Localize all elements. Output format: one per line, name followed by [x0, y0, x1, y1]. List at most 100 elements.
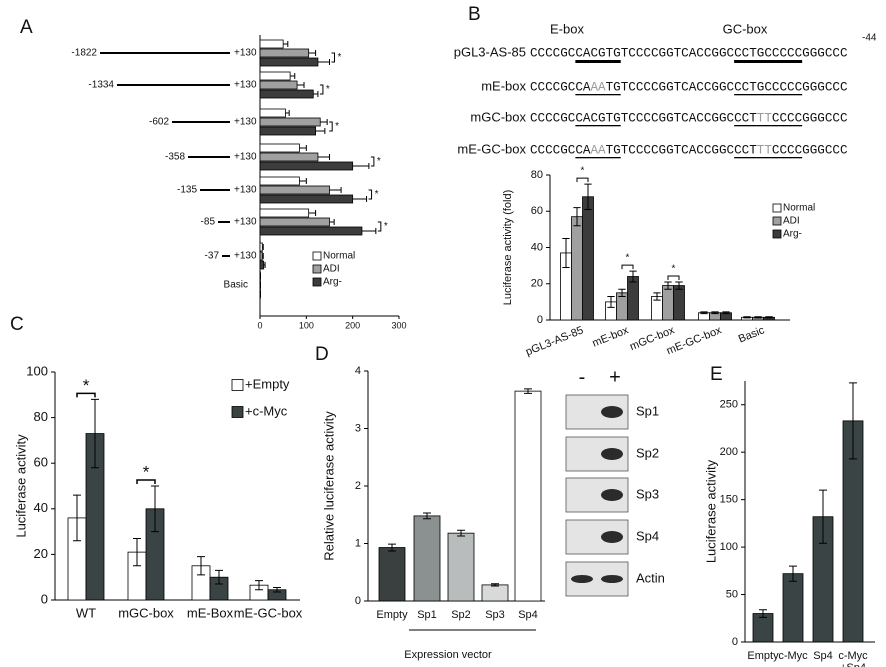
- end-label: +130: [234, 185, 257, 196]
- error-bar: [255, 580, 263, 591]
- y-tick-label: 200: [720, 446, 738, 458]
- x-tick-label: WT: [76, 605, 96, 620]
- sequence-underline: [756, 125, 772, 127]
- sequence-part: CCCC: [772, 143, 803, 157]
- sequence-part: CCT: [734, 111, 757, 125]
- error-bar: [388, 543, 396, 552]
- protein-label: Actin: [636, 570, 665, 585]
- bar: [259, 80, 298, 90]
- x-tick-label: mE-box: [591, 324, 631, 350]
- error-bar: [273, 586, 281, 593]
- sequence-part: CA: [575, 143, 591, 157]
- sequence-underline: [605, 94, 621, 96]
- end-label: +130: [234, 117, 257, 128]
- sequence-name: mE-box: [481, 78, 526, 93]
- y-axis-label: Luciferase activity: [13, 434, 28, 538]
- sequence-part: CCT: [734, 143, 757, 157]
- construct-label: Basic: [224, 280, 248, 291]
- sequence-part: CCCCGC: [530, 46, 576, 60]
- error-bar: [73, 494, 81, 542]
- error-bar: [329, 187, 342, 193]
- sequence-part: CCCCGC: [530, 111, 576, 125]
- significance-label: *: [143, 462, 150, 481]
- sequence-part: CCCCGC: [530, 80, 576, 94]
- blot-band: [571, 575, 593, 583]
- end-label: +130: [234, 48, 257, 59]
- bar: [481, 584, 509, 602]
- legend-label: Arg-: [323, 277, 342, 288]
- sequence-underline: [590, 157, 606, 159]
- blot-band: [601, 448, 623, 460]
- y-tick-label: 60: [34, 455, 48, 470]
- error-bar: [315, 128, 326, 134]
- sequence-name: mE-GC-box: [457, 141, 526, 156]
- error-bar: [133, 537, 141, 567]
- y-tick-label: 100: [26, 363, 48, 378]
- sequence-underline: [605, 157, 621, 159]
- bar: [673, 285, 685, 321]
- y-tick-label: 100: [720, 541, 738, 553]
- error-bar: [457, 529, 465, 537]
- bar: [413, 515, 441, 602]
- bar: [259, 208, 310, 218]
- construct-label: -1822: [71, 48, 97, 59]
- error-bar: [743, 316, 751, 319]
- error-bar: [573, 207, 581, 227]
- sequence-underline: [734, 94, 803, 96]
- x-tick-label: Sp3: [485, 609, 505, 621]
- end-label: +130: [234, 152, 257, 163]
- construct-label: -358: [165, 152, 185, 163]
- error-bar: [352, 163, 370, 169]
- error-bar: [754, 316, 762, 319]
- legend-swatch: [312, 277, 322, 287]
- x-tick-label: c-Myc: [778, 650, 808, 662]
- error-bar: [299, 178, 307, 184]
- panel-label: E: [710, 364, 723, 385]
- label-line: c-Myc: [838, 650, 868, 662]
- x-tick-label: Sp2: [451, 609, 471, 621]
- y-tick-label: 250: [720, 399, 738, 411]
- blot-band: [601, 406, 623, 418]
- sequence-underline: [575, 94, 591, 96]
- bar: [447, 532, 475, 602]
- bar: [259, 194, 354, 204]
- legend-swatch: [772, 216, 782, 226]
- sequence-underline: [590, 94, 606, 96]
- significance-label: *: [335, 121, 339, 132]
- bar: [259, 176, 300, 186]
- y-tick-label: 0: [41, 591, 48, 606]
- construct-label: -37: [205, 251, 220, 262]
- legend-swatch: [772, 203, 782, 213]
- bar: [259, 48, 310, 58]
- error-bar: [675, 281, 683, 290]
- y-axis-label: Luciferase activity (fold): [502, 190, 514, 306]
- sequence-part: TCCCCGGTCACCGGC: [621, 80, 735, 94]
- error-bar: [700, 311, 708, 315]
- y-tick-label: 40: [531, 241, 543, 253]
- error-bar: [562, 237, 570, 268]
- bar: [259, 57, 319, 67]
- y-tick-label: 0: [537, 314, 543, 326]
- y-tick-label: 0: [355, 595, 361, 607]
- bar: [627, 276, 639, 321]
- sequence-underline: [575, 125, 621, 127]
- significance-label: *: [338, 52, 342, 63]
- end-label: +130: [234, 80, 257, 91]
- y-tick-label: 20: [34, 546, 48, 561]
- sequence-part: GGGCCC: [802, 143, 848, 157]
- error-bar: [299, 145, 307, 151]
- error-bar: [313, 91, 319, 97]
- x-tick-label: Basic: [737, 324, 767, 345]
- error-bar: [308, 210, 317, 216]
- error-bar: [629, 270, 637, 283]
- error-bar: [765, 316, 773, 319]
- y-tick-label: 80: [531, 169, 543, 181]
- sequence-name: pGL3-AS-85: [454, 44, 526, 59]
- significance-label: *: [377, 156, 381, 167]
- legend-label: Normal: [323, 251, 355, 262]
- protein-label: Sp4: [636, 528, 659, 543]
- error-bar: [262, 253, 264, 259]
- x-tick-label: Empty: [376, 609, 408, 621]
- sequence-underline: [771, 125, 803, 127]
- error-bar: [491, 583, 499, 587]
